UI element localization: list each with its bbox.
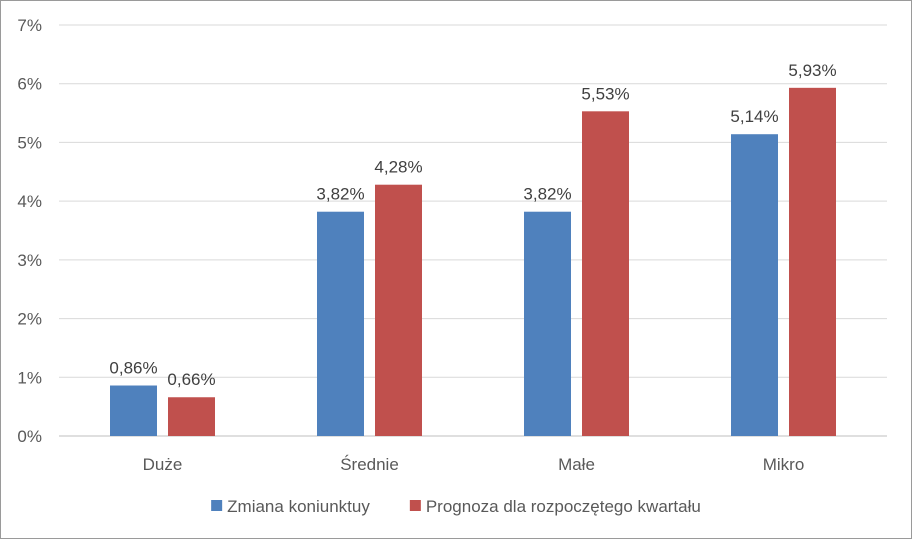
gridlines: [59, 24, 887, 437]
y-tick-label: 1%: [17, 368, 42, 387]
bar: [582, 111, 629, 436]
data-label: 5,93%: [788, 61, 836, 80]
x-category-label: Średnie: [340, 455, 399, 474]
legend-item: Prognoza dla rozpoczętego kwartału: [409, 497, 701, 516]
data-label: 3,82%: [523, 185, 571, 204]
legend-label: Zmiana koniunktuy: [227, 497, 370, 516]
legend-item: Zmiana koniunktuy: [211, 497, 370, 516]
data-label: 5,53%: [581, 84, 629, 103]
y-tick-label: 2%: [17, 310, 42, 329]
legend: Zmiana koniunktuy Prognoza dla rozpoczęte…: [211, 497, 701, 516]
data-label: 5,14%: [730, 107, 778, 126]
bar: [168, 397, 215, 436]
bar: [524, 211, 571, 436]
bar: [789, 87, 836, 437]
x-axis-categories: Duże Średnie Małe Mikro: [143, 455, 805, 474]
y-tick-label: 7%: [17, 16, 42, 35]
data-label: 4,28%: [374, 158, 422, 177]
y-tick-label: 3%: [17, 251, 42, 270]
bar: [110, 385, 157, 436]
data-label: 0,66%: [167, 370, 215, 389]
data-labels: 0,86% 0,66% 3,82% 4,28% 3,82% 5,53% 5,14% 5,93%: [109, 61, 836, 389]
x-category-label: Duże: [143, 455, 183, 474]
data-label: 3,82%: [316, 185, 364, 204]
x-category-label: Małe: [558, 455, 595, 474]
y-tick-label: 6%: [17, 75, 42, 94]
y-tick-label: 0%: [17, 427, 42, 446]
x-category-label: Mikro: [763, 455, 805, 474]
legend-swatch: [409, 500, 421, 511]
bar: [375, 184, 422, 436]
bar: [317, 211, 364, 436]
bars: [110, 87, 836, 437]
legend-swatch: [211, 500, 223, 511]
legend-label: Prognoza dla rozpoczętego kwartału: [426, 497, 701, 516]
y-tick-label: 5%: [17, 133, 42, 152]
y-axis-ticks: 0% 1% 2% 3% 4% 5% 6% 7%: [17, 16, 42, 446]
y-tick-label: 4%: [17, 192, 42, 211]
data-label: 0,86%: [109, 359, 157, 378]
bar: [731, 134, 778, 437]
